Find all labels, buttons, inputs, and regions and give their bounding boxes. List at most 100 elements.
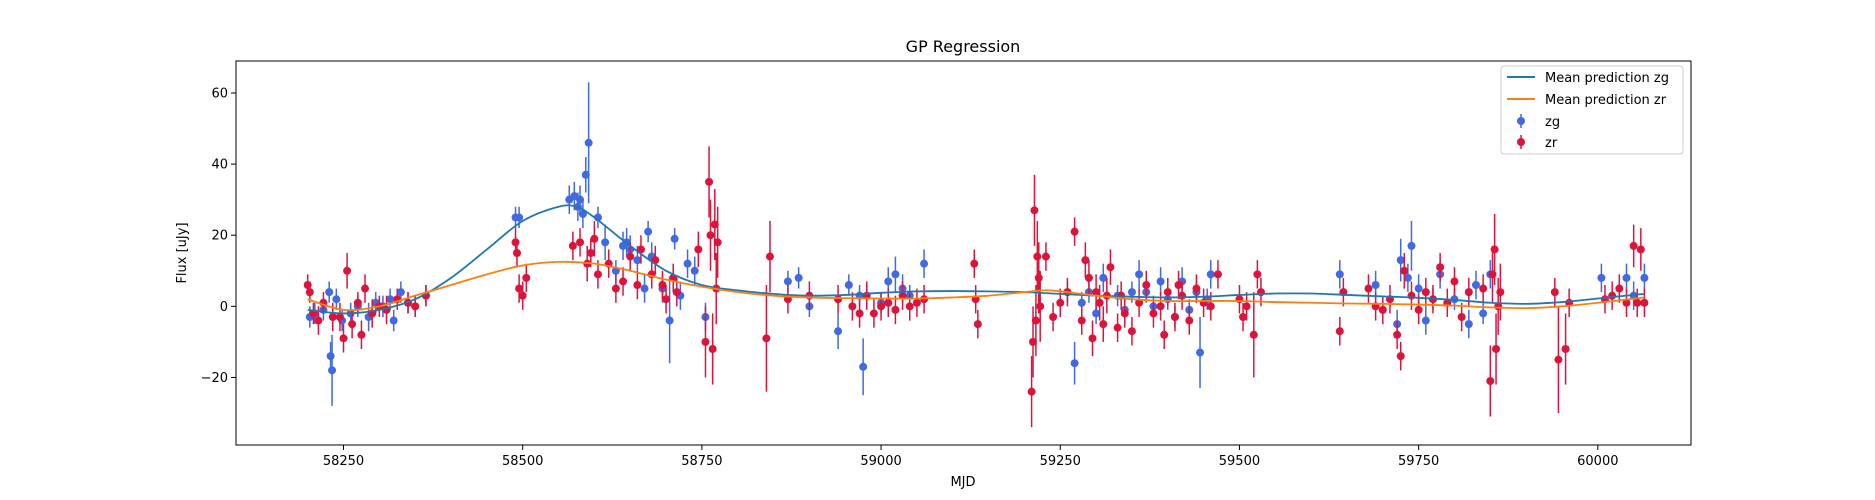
zr-point xyxy=(590,234,599,243)
zg-point xyxy=(1206,270,1215,279)
x-tick-label: 58500 xyxy=(502,454,543,469)
zg-point xyxy=(644,227,653,236)
zr-point xyxy=(511,238,520,247)
zr-point xyxy=(891,305,900,314)
zg-point xyxy=(584,138,593,147)
zr-point xyxy=(343,266,352,275)
zg-point xyxy=(683,259,692,268)
zr-point xyxy=(357,330,366,339)
mean-prediction-zg-line xyxy=(307,204,1645,315)
zg-point xyxy=(1335,270,1344,279)
zr-point xyxy=(1396,352,1405,361)
data-layer xyxy=(303,82,1649,428)
zg-point xyxy=(1622,273,1631,282)
zr-point xyxy=(1099,320,1108,329)
zr-point xyxy=(855,309,864,318)
zr-point xyxy=(1030,206,1039,215)
zg-point xyxy=(844,281,853,289)
zg-point xyxy=(1396,256,1405,265)
zr-point xyxy=(1633,298,1642,307)
zr-point xyxy=(1378,305,1387,314)
x-tick-label: 59500 xyxy=(1219,454,1260,469)
x-tick-label: 59750 xyxy=(1398,454,1439,469)
zr-point xyxy=(706,231,715,240)
zr-point xyxy=(1120,309,1129,318)
zg-point xyxy=(1371,281,1380,289)
zr-point xyxy=(1088,334,1097,343)
zg-point xyxy=(581,170,590,179)
zr-point xyxy=(1464,288,1473,297)
legend-zg-line-label: Mean prediction zg xyxy=(1545,71,1669,86)
legend: Mean prediction zg Mean prediction zr zg… xyxy=(1500,65,1684,155)
zr-point xyxy=(898,291,907,300)
zr-point xyxy=(328,313,337,321)
zr-point xyxy=(339,334,348,343)
plot-frame xyxy=(235,60,1692,446)
zr-point xyxy=(1036,302,1045,311)
zr-point xyxy=(1629,241,1638,250)
zg-point xyxy=(834,327,843,336)
zr-point xyxy=(1174,281,1183,289)
zr-point xyxy=(335,313,344,321)
zr-point xyxy=(1077,316,1086,325)
zg-point xyxy=(794,273,803,282)
zr-point xyxy=(1192,284,1201,293)
zr-point xyxy=(1185,316,1194,325)
series-zr xyxy=(303,146,1649,428)
zr-point xyxy=(611,284,620,293)
zr-point xyxy=(518,291,527,300)
zr-point xyxy=(848,302,857,311)
zr-point xyxy=(586,249,595,257)
zr-point xyxy=(765,252,774,261)
zg-point xyxy=(515,213,524,222)
zr-point xyxy=(1135,298,1144,307)
x-axis-label: MJD xyxy=(950,475,975,490)
zr-point xyxy=(1031,316,1040,325)
zr-point xyxy=(710,220,719,229)
zr-point xyxy=(1142,281,1151,289)
zr-point xyxy=(1160,330,1169,339)
zg-point xyxy=(891,270,900,279)
zg-point xyxy=(1092,309,1101,318)
zg-point xyxy=(389,316,398,325)
zr-point xyxy=(626,252,635,261)
zg-point xyxy=(1127,288,1136,297)
legend-box xyxy=(1500,65,1684,155)
zr-point xyxy=(672,288,681,297)
zg-point xyxy=(332,295,341,304)
zr-point xyxy=(912,298,921,307)
zr-point xyxy=(1554,355,1563,364)
zr-point xyxy=(1206,302,1215,311)
zg-point xyxy=(1099,273,1108,282)
zr-point xyxy=(1492,345,1501,353)
zr-point xyxy=(1335,327,1344,336)
zr-point xyxy=(662,295,671,304)
zg-point xyxy=(859,362,868,371)
x-tick-label: 60000 xyxy=(1577,454,1618,469)
zr-point xyxy=(713,238,722,247)
zr-point xyxy=(1149,309,1158,318)
y-tick-label: 60 xyxy=(211,87,228,102)
zr-point xyxy=(1034,273,1043,282)
zr-point xyxy=(1041,252,1050,261)
y-tick-label: −20 xyxy=(201,371,228,386)
zg-point xyxy=(386,295,395,304)
x-tick-label: 59000 xyxy=(860,454,901,469)
zg-point xyxy=(326,352,335,361)
zr-point xyxy=(973,320,982,329)
x-tick-label: 58250 xyxy=(323,454,364,469)
zr-point xyxy=(970,259,979,268)
zr-point xyxy=(1615,284,1624,293)
zr-point xyxy=(1029,337,1038,346)
y-axis: −20 0 20 40 60 xyxy=(201,87,236,386)
zr-point xyxy=(1249,330,1258,339)
zr-point xyxy=(1163,288,1172,297)
zr-point xyxy=(353,298,362,307)
zg-point xyxy=(325,288,334,297)
zr-point xyxy=(1457,313,1466,321)
zg-point xyxy=(1479,309,1488,318)
legend-zr-marker xyxy=(1517,138,1525,146)
y-axis-label: Flux [uJy] xyxy=(175,222,190,283)
zr-point xyxy=(1450,277,1459,286)
